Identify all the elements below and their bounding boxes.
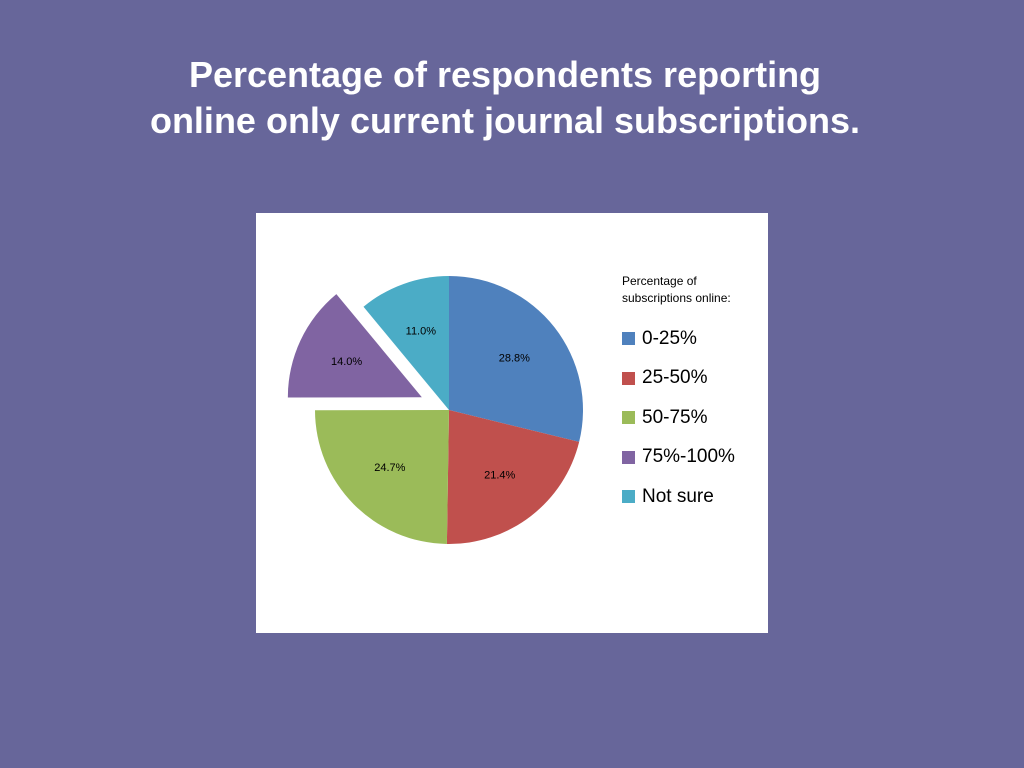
legend-swatch [622,371,635,385]
legend-item: 0-25% [622,319,762,359]
legend-swatch [622,332,635,346]
legend-items: 0-25% 25-50% 50-75% 75%-100% Not sure [622,319,762,517]
legend-label: 0-25% [642,327,697,349]
data-label: 21.4% [484,470,515,482]
pie-slice-75-100 [287,294,422,398]
legend-title: Percentage of subscriptions online: [622,274,731,305]
data-label: 28.8% [499,353,530,365]
slide-title-line-1: Percentage of respondents reporting [188,54,822,95]
legend-item: 50-75% [622,398,762,438]
pie-slice-0-25 [449,276,583,442]
chart-legend: Percentage of subscriptions online: 0-25… [622,273,762,517]
pie-slice-not-sure [363,276,449,410]
data-label: 11.0% [406,326,437,338]
pie-slice-25-50 [446,410,580,544]
legend-label: 75%-100% [642,446,735,468]
legend-swatch [622,450,635,464]
data-label: 14.0% [331,356,362,368]
legend-label: 25-50% [642,367,708,389]
legend-label: Not sure [642,485,714,507]
legend-label: 50-75% [642,406,708,428]
slide-title: Percentage of respondents reporting onli… [0,52,1010,144]
legend-item: Not sure [622,477,762,517]
legend-item: 75%-100% [622,438,762,478]
legend-item: 25-50% [622,359,762,399]
legend-swatch [622,411,635,425]
pie-chart: 28.8% 21.4% 24.7% 14.0% 11.0% [287,276,583,544]
data-label: 24.7% [374,462,405,474]
legend-swatch [622,490,635,504]
chart-panel: 28.8% 21.4% 24.7% 14.0% 11.0% Percentage of … [256,213,768,633]
slide-title-line-2: online only current journal subscription… [149,100,861,141]
pie-slice-50-75 [315,410,449,544]
